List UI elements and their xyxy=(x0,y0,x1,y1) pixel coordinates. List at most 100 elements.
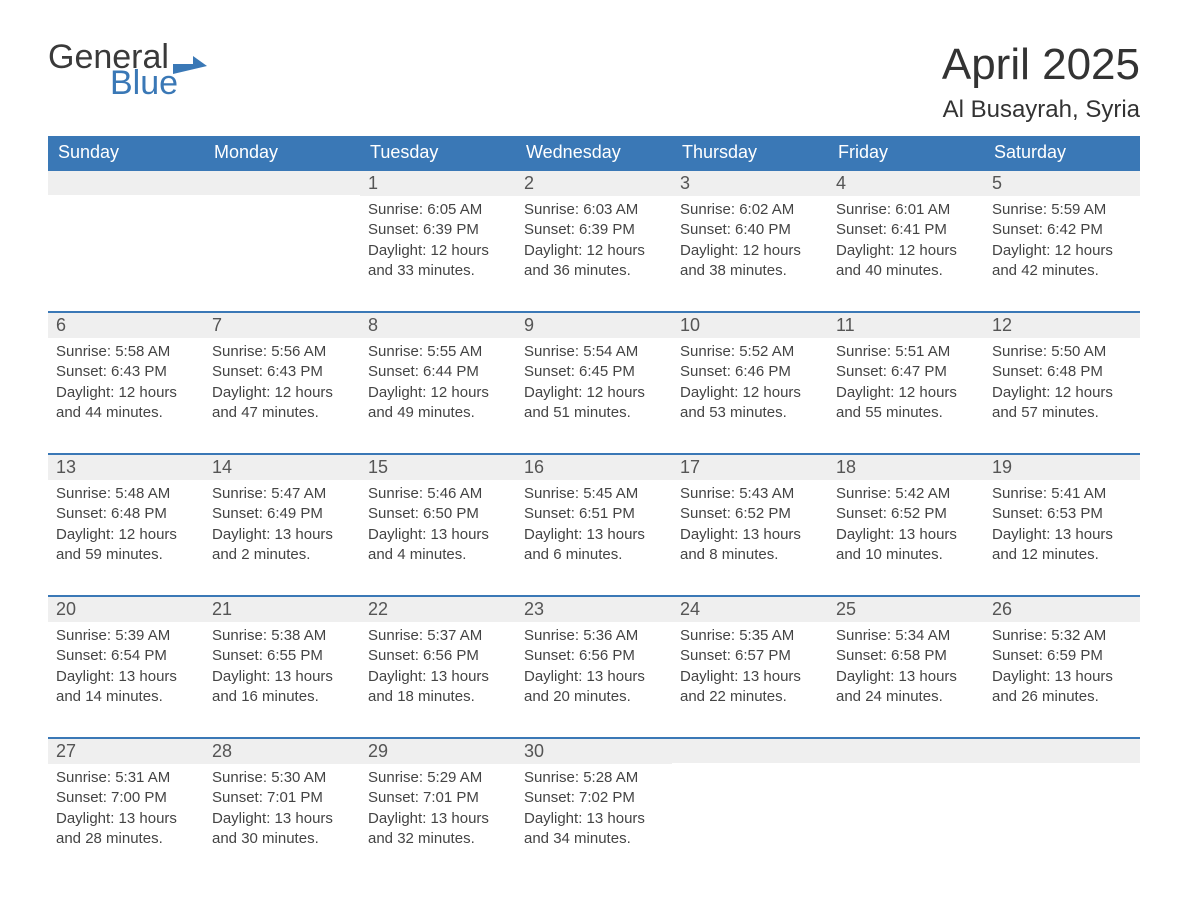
sunset-text: Sunset: 6:44 PM xyxy=(368,362,508,382)
day-number: 15 xyxy=(360,455,516,480)
daylight-text: Daylight: 13 hours and 14 minutes. xyxy=(56,667,196,708)
daylight-text: Daylight: 12 hours and 59 minutes. xyxy=(56,525,196,566)
sunrise-text: Sunrise: 5:52 AM xyxy=(680,342,820,362)
calendar-day-cell: 23Sunrise: 5:36 AMSunset: 6:56 PMDayligh… xyxy=(516,596,672,738)
day-data: Sunrise: 5:46 AMSunset: 6:50 PMDaylight:… xyxy=(360,480,516,595)
day-number: 13 xyxy=(48,455,204,480)
day-header: Friday xyxy=(828,136,984,170)
day-number: 10 xyxy=(672,313,828,338)
calendar-day-cell: 2Sunrise: 6:03 AMSunset: 6:39 PMDaylight… xyxy=(516,170,672,312)
day-number: 9 xyxy=(516,313,672,338)
sunrise-text: Sunrise: 5:32 AM xyxy=(992,626,1132,646)
day-data: Sunrise: 5:48 AMSunset: 6:48 PMDaylight:… xyxy=(48,480,204,595)
sunset-text: Sunset: 6:50 PM xyxy=(368,504,508,524)
day-number: 1 xyxy=(360,171,516,196)
sunset-text: Sunset: 6:41 PM xyxy=(836,220,976,240)
day-number: 25 xyxy=(828,597,984,622)
day-number: 22 xyxy=(360,597,516,622)
day-number: 8 xyxy=(360,313,516,338)
calendar-day-cell: 1Sunrise: 6:05 AMSunset: 6:39 PMDaylight… xyxy=(360,170,516,312)
daylight-text: Daylight: 12 hours and 44 minutes. xyxy=(56,383,196,424)
day-number: 14 xyxy=(204,455,360,480)
day-number: 17 xyxy=(672,455,828,480)
day-data: Sunrise: 5:35 AMSunset: 6:57 PMDaylight:… xyxy=(672,622,828,737)
sunset-text: Sunset: 6:57 PM xyxy=(680,646,820,666)
daylight-text: Daylight: 13 hours and 20 minutes. xyxy=(524,667,664,708)
daylight-text: Daylight: 13 hours and 18 minutes. xyxy=(368,667,508,708)
sunrise-text: Sunrise: 6:05 AM xyxy=(368,200,508,220)
day-number xyxy=(48,171,204,195)
sunrise-text: Sunrise: 5:38 AM xyxy=(212,626,352,646)
sunset-text: Sunset: 6:48 PM xyxy=(56,504,196,524)
daylight-text: Daylight: 13 hours and 26 minutes. xyxy=(992,667,1132,708)
daylight-text: Daylight: 12 hours and 55 minutes. xyxy=(836,383,976,424)
day-number xyxy=(828,739,984,763)
calendar-day-cell: 19Sunrise: 5:41 AMSunset: 6:53 PMDayligh… xyxy=(984,454,1140,596)
day-header: Saturday xyxy=(984,136,1140,170)
day-number: 20 xyxy=(48,597,204,622)
day-data: Sunrise: 5:39 AMSunset: 6:54 PMDaylight:… xyxy=(48,622,204,737)
day-data: Sunrise: 5:54 AMSunset: 6:45 PMDaylight:… xyxy=(516,338,672,453)
daylight-text: Daylight: 12 hours and 51 minutes. xyxy=(524,383,664,424)
sunset-text: Sunset: 6:47 PM xyxy=(836,362,976,382)
daylight-text: Daylight: 13 hours and 8 minutes. xyxy=(680,525,820,566)
sunset-text: Sunset: 7:02 PM xyxy=(524,788,664,808)
daylight-text: Daylight: 13 hours and 28 minutes. xyxy=(56,809,196,850)
logo: General Blue xyxy=(48,40,207,100)
day-data: Sunrise: 5:30 AMSunset: 7:01 PMDaylight:… xyxy=(204,764,360,879)
calendar-day-cell: 14Sunrise: 5:47 AMSunset: 6:49 PMDayligh… xyxy=(204,454,360,596)
daylight-text: Daylight: 13 hours and 24 minutes. xyxy=(836,667,976,708)
day-number: 2 xyxy=(516,171,672,196)
calendar-day-cell: 5Sunrise: 5:59 AMSunset: 6:42 PMDaylight… xyxy=(984,170,1140,312)
calendar-day-cell xyxy=(984,738,1140,879)
daylight-text: Daylight: 13 hours and 4 minutes. xyxy=(368,525,508,566)
calendar-day-cell: 30Sunrise: 5:28 AMSunset: 7:02 PMDayligh… xyxy=(516,738,672,879)
calendar-week-row: 20Sunrise: 5:39 AMSunset: 6:54 PMDayligh… xyxy=(48,596,1140,738)
daylight-text: Daylight: 12 hours and 57 minutes. xyxy=(992,383,1132,424)
day-data: Sunrise: 6:05 AMSunset: 6:39 PMDaylight:… xyxy=(360,196,516,311)
day-data: Sunrise: 5:28 AMSunset: 7:02 PMDaylight:… xyxy=(516,764,672,879)
calendar-day-cell: 22Sunrise: 5:37 AMSunset: 6:56 PMDayligh… xyxy=(360,596,516,738)
daylight-text: Daylight: 12 hours and 53 minutes. xyxy=(680,383,820,424)
day-data: Sunrise: 5:38 AMSunset: 6:55 PMDaylight:… xyxy=(204,622,360,737)
calendar-day-cell: 27Sunrise: 5:31 AMSunset: 7:00 PMDayligh… xyxy=(48,738,204,879)
sunset-text: Sunset: 6:56 PM xyxy=(524,646,664,666)
daylight-text: Daylight: 12 hours and 38 minutes. xyxy=(680,241,820,282)
sunrise-text: Sunrise: 5:58 AM xyxy=(56,342,196,362)
page-header: General Blue April 2025 Al Busayrah, Syr… xyxy=(48,40,1140,124)
day-data: Sunrise: 5:31 AMSunset: 7:00 PMDaylight:… xyxy=(48,764,204,879)
sunset-text: Sunset: 6:40 PM xyxy=(680,220,820,240)
day-number: 18 xyxy=(828,455,984,480)
day-number: 29 xyxy=(360,739,516,764)
day-data: Sunrise: 5:29 AMSunset: 7:01 PMDaylight:… xyxy=(360,764,516,879)
day-data: Sunrise: 5:32 AMSunset: 6:59 PMDaylight:… xyxy=(984,622,1140,737)
sunset-text: Sunset: 6:55 PM xyxy=(212,646,352,666)
daylight-text: Daylight: 13 hours and 2 minutes. xyxy=(212,525,352,566)
sunrise-text: Sunrise: 5:42 AM xyxy=(836,484,976,504)
sunset-text: Sunset: 6:46 PM xyxy=(680,362,820,382)
sunrise-text: Sunrise: 5:55 AM xyxy=(368,342,508,362)
day-number: 21 xyxy=(204,597,360,622)
calendar-day-cell: 18Sunrise: 5:42 AMSunset: 6:52 PMDayligh… xyxy=(828,454,984,596)
title-block: April 2025 Al Busayrah, Syria xyxy=(942,40,1140,124)
calendar-day-cell: 21Sunrise: 5:38 AMSunset: 6:55 PMDayligh… xyxy=(204,596,360,738)
day-data: Sunrise: 6:03 AMSunset: 6:39 PMDaylight:… xyxy=(516,196,672,311)
day-number xyxy=(984,739,1140,763)
day-data xyxy=(984,763,1140,853)
flag-icon xyxy=(173,52,207,74)
calendar-week-row: 13Sunrise: 5:48 AMSunset: 6:48 PMDayligh… xyxy=(48,454,1140,596)
sunset-text: Sunset: 7:01 PM xyxy=(212,788,352,808)
sunrise-text: Sunrise: 5:31 AM xyxy=(56,768,196,788)
calendar-day-cell: 29Sunrise: 5:29 AMSunset: 7:01 PMDayligh… xyxy=(360,738,516,879)
day-data: Sunrise: 5:55 AMSunset: 6:44 PMDaylight:… xyxy=(360,338,516,453)
day-number: 11 xyxy=(828,313,984,338)
sunrise-text: Sunrise: 5:50 AM xyxy=(992,342,1132,362)
day-data xyxy=(672,763,828,853)
day-data: Sunrise: 5:41 AMSunset: 6:53 PMDaylight:… xyxy=(984,480,1140,595)
sunrise-text: Sunrise: 5:43 AM xyxy=(680,484,820,504)
daylight-text: Daylight: 13 hours and 10 minutes. xyxy=(836,525,976,566)
calendar-day-cell xyxy=(48,170,204,312)
day-number: 16 xyxy=(516,455,672,480)
sunset-text: Sunset: 6:43 PM xyxy=(56,362,196,382)
calendar-day-cell: 7Sunrise: 5:56 AMSunset: 6:43 PMDaylight… xyxy=(204,312,360,454)
